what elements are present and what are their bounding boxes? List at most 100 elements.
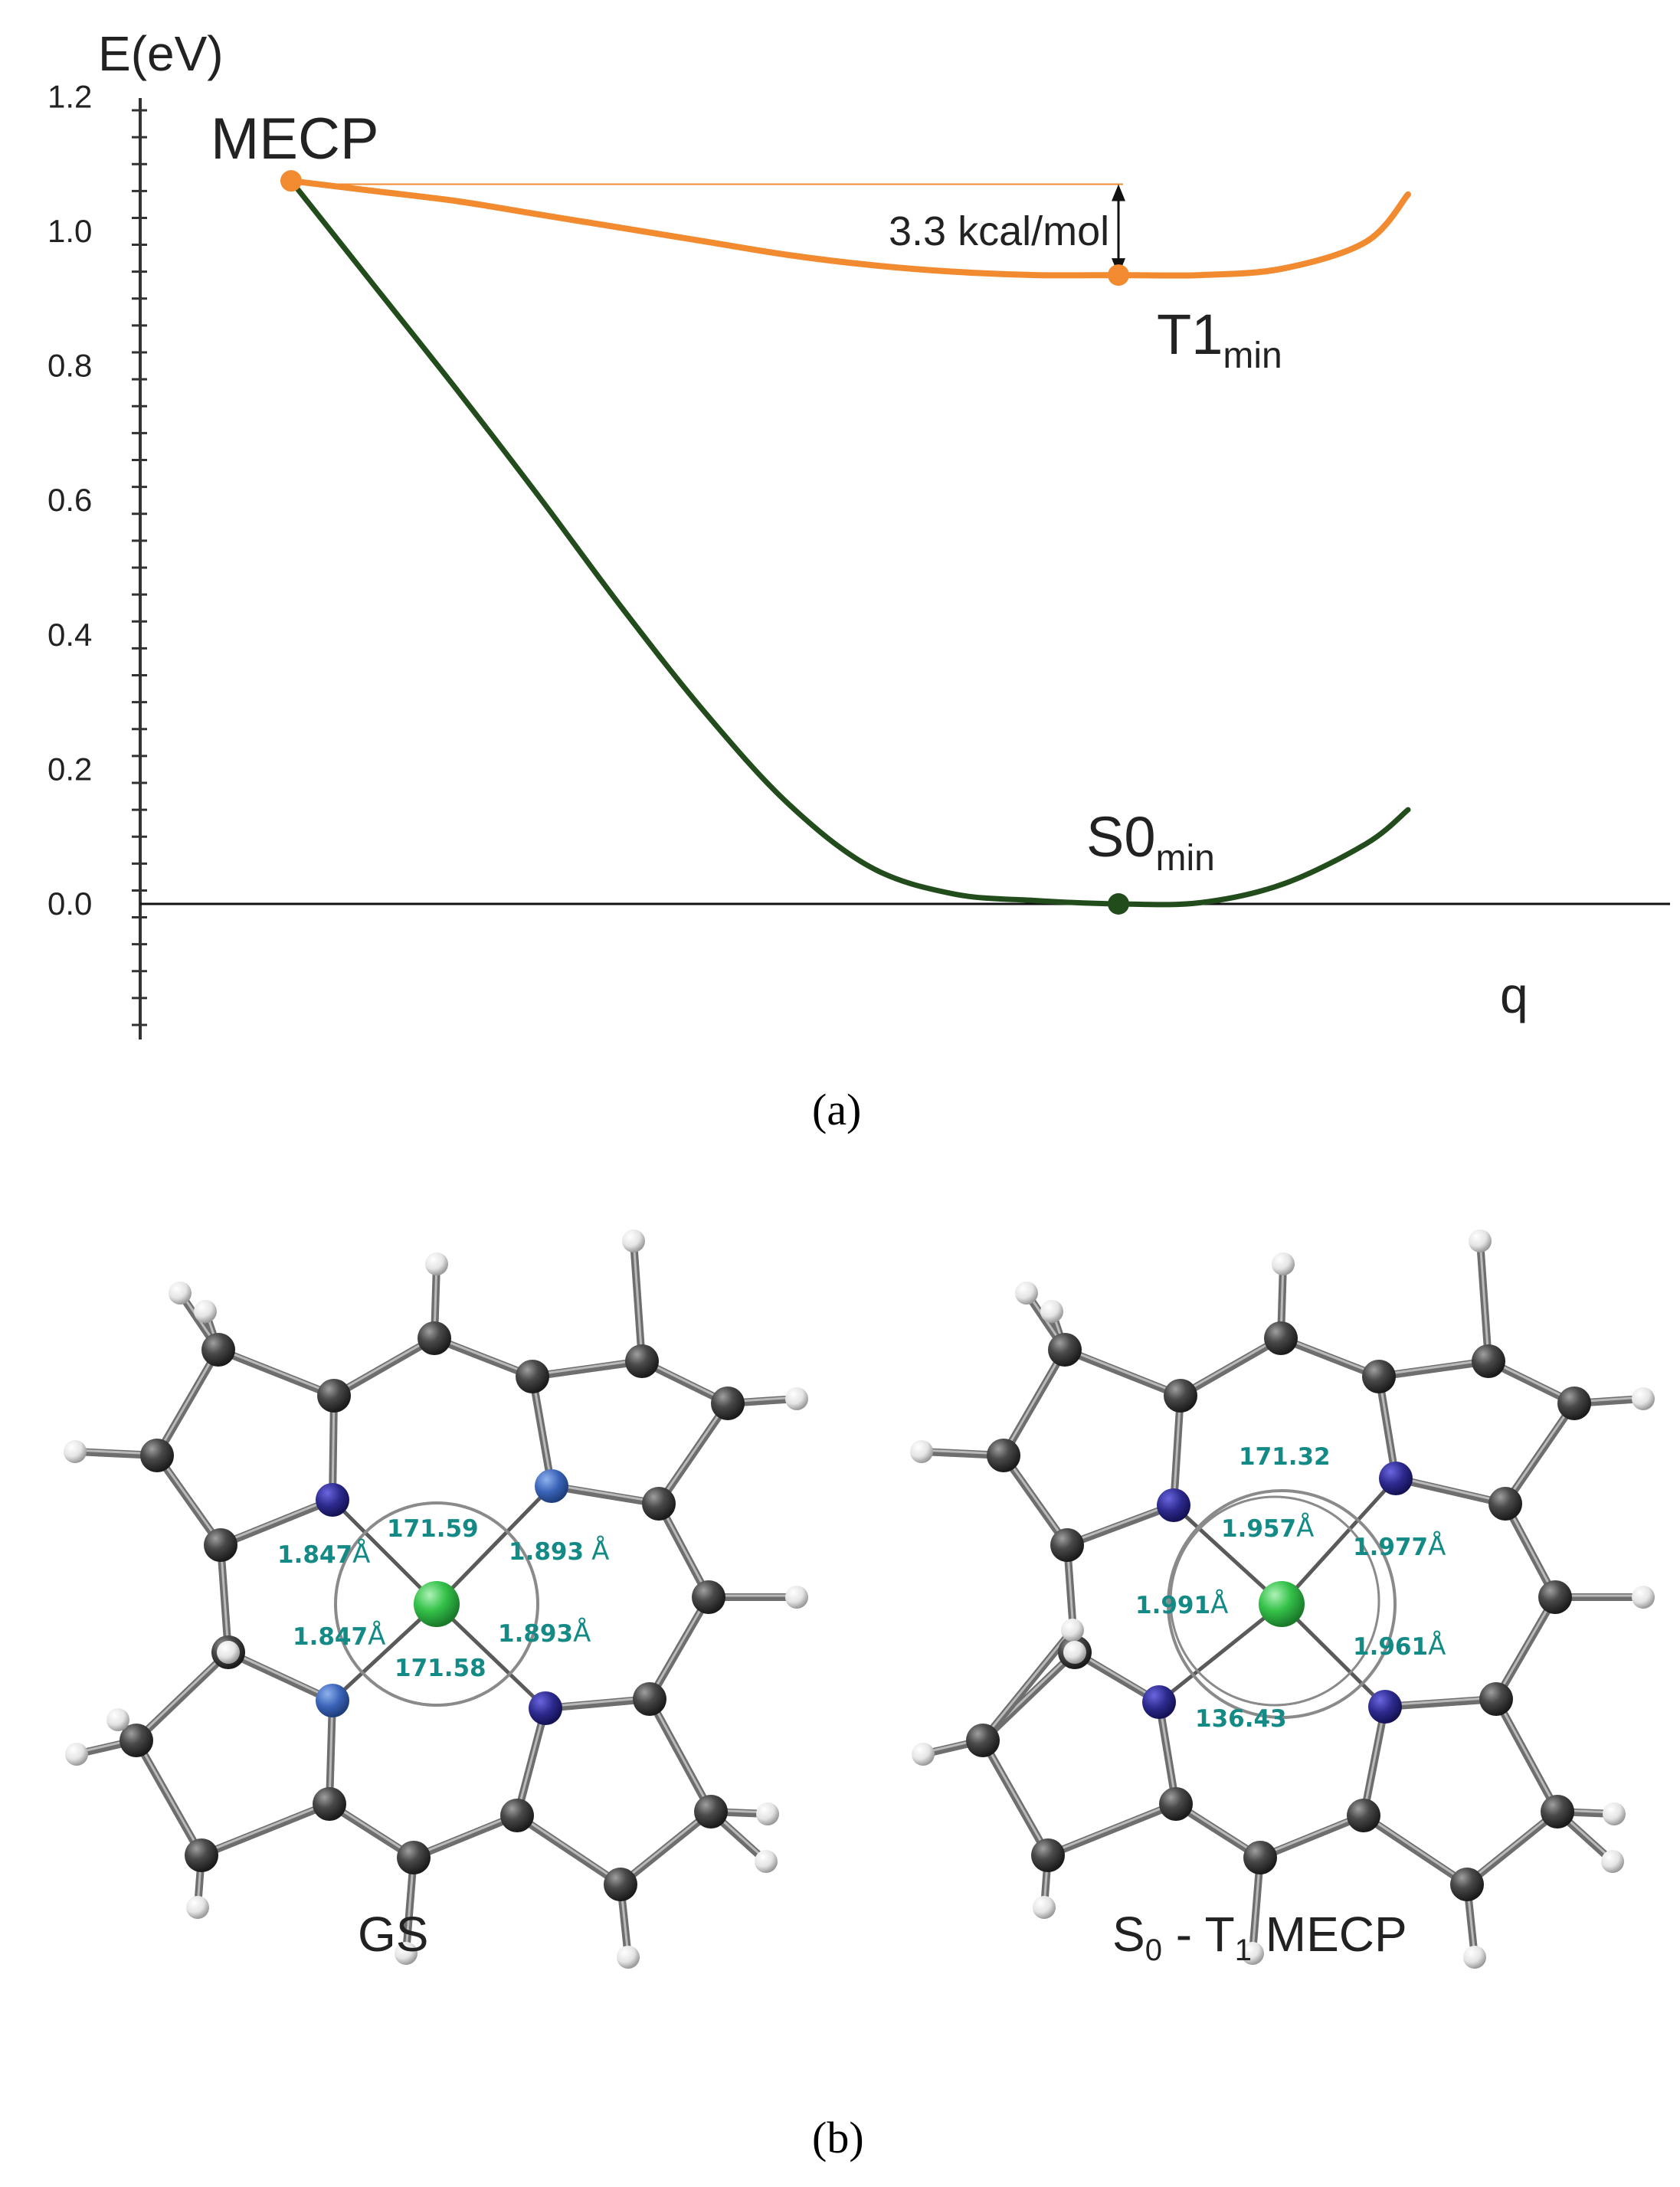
mecp-atom [912, 1743, 935, 1766]
mecp-angle-top: 171.32 [1239, 1443, 1331, 1471]
y-tick-label: 0.2 [47, 751, 92, 787]
mecp-label: S0 - T1 MECP [1112, 1907, 1407, 1967]
gs-bond [431, 1334, 536, 1380]
y-tick-label: 0.8 [47, 348, 92, 384]
mecp-bond [1392, 1475, 1509, 1508]
mecp-bond [1256, 1812, 1367, 1861]
mecp-atom [1272, 1252, 1295, 1275]
gs-atom [617, 1946, 640, 1969]
mecp-point [280, 170, 302, 192]
gs-atom [418, 1321, 451, 1355]
gs-label: GS [358, 1907, 428, 1962]
mecp-bond-highlight [1259, 1812, 1364, 1858]
gs-atom [711, 1387, 745, 1420]
mecp-atom [1479, 1682, 1513, 1716]
mecp-atom [1632, 1387, 1655, 1410]
mecp-bond-se-unit: Å [1428, 1630, 1446, 1662]
mecp-atom [987, 1439, 1020, 1472]
gs-bond [434, 1602, 548, 1711]
gs-molecule [64, 1229, 808, 1969]
gs-atom [316, 1483, 349, 1517]
mecp-atom [1259, 1581, 1305, 1627]
gs-atom [535, 1469, 568, 1503]
gs-bond-nw-unit: Å [352, 1538, 370, 1570]
gs-bond [198, 1800, 333, 1859]
panel-a-label: (a) [812, 1085, 861, 1134]
gs-atom [201, 1333, 235, 1367]
gs-atom [694, 1795, 728, 1829]
gs-atom [425, 1252, 448, 1275]
mecp-bond-highlight [981, 1628, 1074, 1740]
gs-atom [395, 1942, 418, 1965]
mecp-bond-highlight [1504, 1401, 1576, 1503]
gs-bond [330, 1334, 438, 1400]
gap-label: 3.3 kcal/mol [889, 208, 1109, 254]
mecp-bond-highlight [981, 1738, 1050, 1855]
mecp-label-t: - T [1162, 1907, 1235, 1962]
gs-bond-highlight [551, 1483, 660, 1504]
gs-bond-highlight [516, 1812, 621, 1884]
mecp-molecule [910, 1229, 1655, 1969]
mecp-bond-se-value: 1.961 [1353, 1633, 1428, 1661]
gs-bond [330, 1498, 439, 1606]
mecp-bond-highlight [1495, 1595, 1557, 1698]
gs-atom [316, 1684, 349, 1717]
gs-atom [642, 1487, 676, 1521]
s0-name: S0 [1086, 805, 1156, 869]
gs-bond-highlight [135, 1738, 203, 1855]
mecp-bond [1463, 1808, 1561, 1888]
t1-min-label: T1min [1157, 303, 1282, 376]
mecp-bond-highlight [1479, 1239, 1490, 1360]
gs-bond [617, 1808, 715, 1888]
y-ticks [132, 109, 147, 1026]
gs-bond-highlight [228, 1649, 333, 1701]
gs-bond-highlight [156, 1453, 222, 1544]
mecp-label: MECP [211, 106, 379, 172]
mecp-bond-highlight [1362, 1704, 1387, 1815]
y-tick-label: 1.0 [47, 213, 92, 249]
mecp-bond-highlight [1047, 1801, 1177, 1855]
gs-bond-se: 1.893Å [498, 1617, 591, 1648]
gs-atom [414, 1581, 460, 1627]
gs-bond-sw-unit: Å [368, 1620, 385, 1652]
mecp-atom [1601, 1850, 1624, 1873]
mecp-atom [1632, 1586, 1655, 1609]
gs-bond-highlight [657, 1401, 729, 1503]
gs-atom [106, 1708, 129, 1731]
gs-atom [204, 1528, 237, 1562]
x-axis-title: q [1500, 967, 1528, 1023]
mecp-bond [1044, 1800, 1180, 1859]
gs-bond-ne: 1.893 Å [509, 1535, 609, 1567]
mecp-atom [1048, 1333, 1082, 1367]
mecp-atom [1164, 1379, 1197, 1413]
gs-atom [317, 1379, 351, 1413]
mecp-bond [1061, 1346, 1184, 1400]
gs-atom [169, 1282, 192, 1305]
gs-bond-highlight [620, 1809, 712, 1884]
gs-atom [529, 1691, 562, 1725]
mecp-angle-circle-outer [1167, 1489, 1397, 1719]
mecp-atom [1031, 1838, 1065, 1872]
mecp-label-sub0: 0 [1145, 1933, 1162, 1967]
gs-atom [120, 1724, 153, 1757]
mecp-atom [1033, 1896, 1056, 1919]
t1-sub: min [1223, 336, 1282, 376]
panel-b-label: (b) [812, 2113, 864, 2162]
mecp-atom [1469, 1229, 1492, 1252]
mecp-label-s: S [1112, 1907, 1145, 1962]
gs-angle-circle [334, 1501, 539, 1707]
mecp-bond-highlight [1384, 1696, 1497, 1707]
gs-atom [692, 1580, 725, 1614]
mecp-atom [1463, 1946, 1486, 1969]
gs-bond [410, 1812, 521, 1861]
mecp-bond [1279, 1602, 1387, 1709]
gs-atom [785, 1387, 808, 1410]
mecp-bond-w: 1.991Å [1135, 1589, 1228, 1620]
mecp-atom [1050, 1528, 1084, 1562]
mecp-atom [1157, 1488, 1190, 1522]
gs-bond [529, 1357, 646, 1380]
mecp-bond-ne-unit: Å [1428, 1531, 1446, 1562]
y-tick-label: 0.6 [47, 482, 92, 518]
mecp-bond-highlight [1064, 1347, 1181, 1396]
gs-bond-nw-value: 1.847 [277, 1541, 352, 1569]
